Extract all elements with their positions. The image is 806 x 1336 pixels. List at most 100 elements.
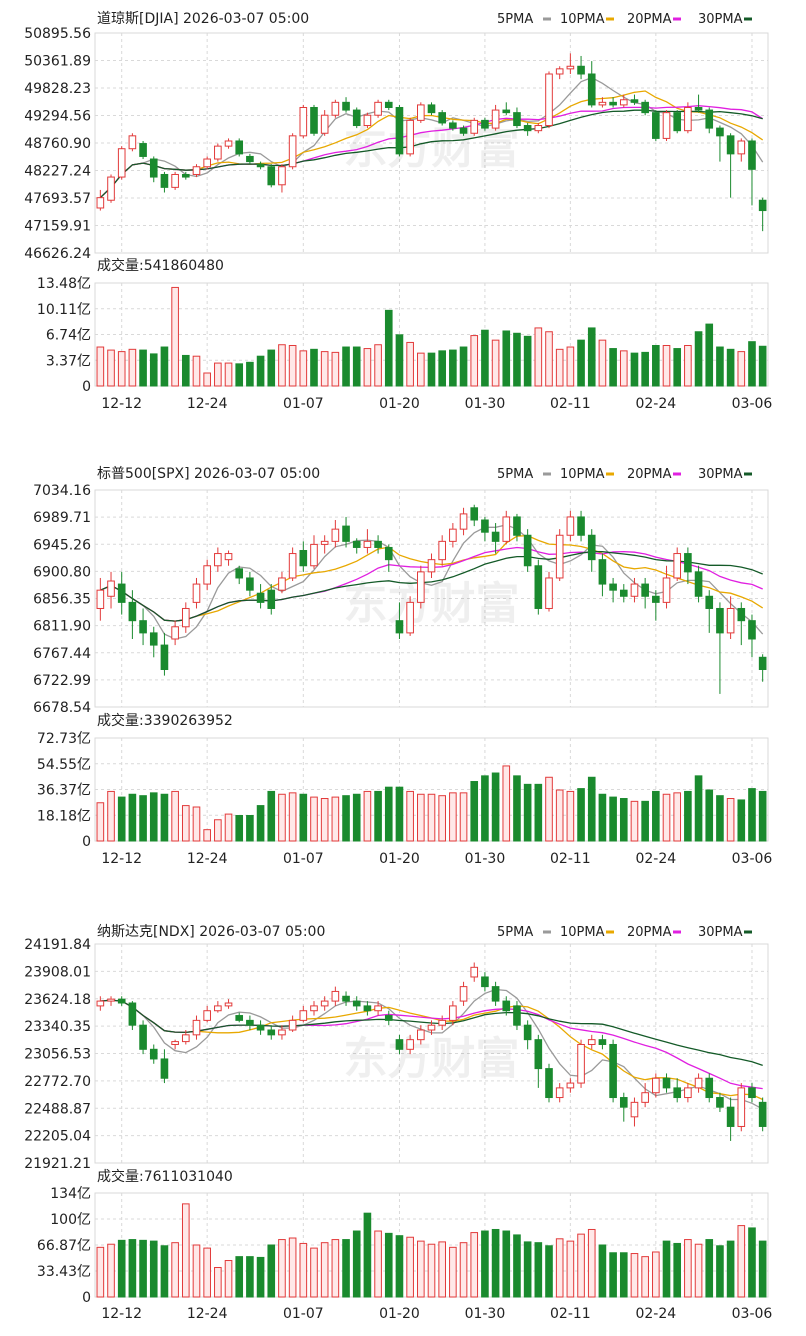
price-tick-label: 24191.84 [24,937,91,953]
volume-bar [673,1242,682,1298]
candle-body [652,595,660,603]
candle-body [117,998,126,1004]
candle-body [417,104,425,121]
candle-body [352,109,361,127]
volume-bar [384,309,393,387]
candle-body [246,155,254,163]
candle-body [587,1039,596,1045]
volume-bar [310,348,318,387]
candle-body [374,540,382,548]
volume-bar [192,355,201,387]
candle-body [107,176,115,201]
candle-body [662,1077,671,1089]
volume-tick-label: 10.11亿 [37,302,91,318]
candle-body [449,528,457,542]
candle-body [481,119,489,129]
candle-body [737,140,746,155]
candle-body [630,583,639,597]
volume-tick-label: 100亿 [50,1212,91,1228]
volume-bar [117,796,126,842]
volume-bar [203,829,211,842]
volume-tick-label: 36.37亿 [37,783,91,799]
candle-body [181,1034,190,1043]
candle-body [278,577,286,591]
candle-body [246,577,254,591]
price-tick-label: 6811.90 [33,619,91,635]
x-tick-label: 01-30 [465,396,506,412]
candle-body [149,1048,158,1060]
candle-body [128,1002,137,1026]
volume-bar [235,1256,244,1298]
volume-label: 成交量:3390263952 [97,712,233,729]
candle-body [427,104,436,114]
volume-bar [267,790,276,842]
volume-bar [374,344,382,387]
candle-body [320,114,329,134]
volume-bar [694,775,703,842]
volume-bar [299,1242,308,1298]
ma-line-ma5 [99,76,764,199]
volume-bar [449,1246,457,1298]
candle-body [716,1097,724,1108]
volume-bar [513,775,521,842]
volume-tick-label: 0 [82,379,91,395]
candle-body [555,534,564,579]
volume-bar [716,795,724,842]
volume-bar [299,793,308,842]
x-tick-label: 01-07 [283,1306,324,1322]
candle-body [491,109,500,129]
candle-body [641,1092,649,1103]
volume-bar [363,1212,372,1298]
price-tick-label: 23056.53 [24,1047,91,1063]
candle-body [117,583,126,603]
volume-bar [417,1240,425,1298]
candle-body [481,519,489,533]
volume-bar [331,796,340,842]
candle-body [523,1024,532,1041]
volume-bar [352,346,361,387]
volume-bar [235,363,244,387]
volume-bar [342,1239,350,1298]
volume-bar [374,1230,382,1298]
volume-bar [139,1239,147,1298]
volume-bar [470,781,479,842]
candle-body [555,1087,564,1099]
volume-bar [523,783,532,842]
candle-body [491,986,500,1002]
volume-bar [491,339,500,387]
volume-bar [128,793,137,842]
volume-bar [171,790,179,842]
candle-body [96,1000,105,1007]
volume-bar [417,352,425,387]
price-tick-label: 47159.91 [24,219,91,235]
watermark-text: 东方财富 [344,579,520,630]
volume-bar [320,798,329,842]
candle-body [502,109,511,114]
candle-body [107,998,115,1002]
volume-bar [310,1247,318,1298]
candle-body [267,589,276,609]
volume-bar [128,348,137,387]
candle-body [652,1077,660,1094]
volume-bar [107,1243,115,1298]
candle-body [139,143,147,157]
volume-bar [705,323,714,387]
volume-bar [470,335,479,387]
candle-body [149,632,158,646]
candle-body [598,559,607,585]
volume-bar [192,806,201,842]
candle-body [470,119,479,134]
volume-bar [566,790,575,842]
candle-body [523,125,532,132]
volume-bar [181,354,190,387]
candle-body [577,65,585,75]
candle-body [331,990,340,1002]
volume-bar [160,793,169,842]
candle-body [630,1101,639,1118]
volume-tick-label: 0 [82,1290,91,1306]
candle-body [726,1106,735,1127]
candle-body [117,148,126,178]
volume-bar [555,348,564,387]
volume-bar [267,1244,276,1298]
candle-body [684,553,692,573]
